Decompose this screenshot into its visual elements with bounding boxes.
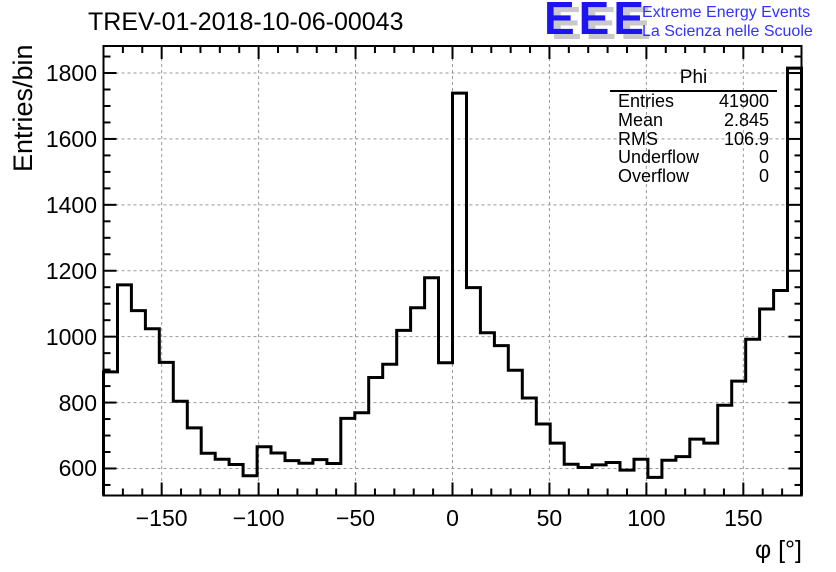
stats-label: Entries [618, 91, 675, 111]
stats-label: Overflow [618, 166, 690, 187]
stats-value: 41900 [718, 91, 769, 111]
stats-label: Underflow [618, 147, 700, 168]
stats-row-entries: Entries 41900 [610, 92, 777, 111]
eee-logo-acronym: EEE [544, 0, 649, 44]
y-axis-label: Entries/bin [8, 44, 38, 172]
stats-value: 0 [758, 147, 769, 168]
stats-row-overflow: Overflow 0 [610, 167, 777, 186]
stats-label: Mean [618, 109, 664, 130]
histogram-line [102, 66, 803, 496]
stats-box: Phi Entries 41900 Mean 2.845 RMS 106.9 U… [610, 68, 777, 186]
stats-header: Phi [610, 68, 777, 92]
eee-logo: EEE [544, 0, 648, 42]
stats-row-underflow: Underflow 0 [610, 148, 777, 167]
eee-logo-line1: Extreme Energy Events [642, 4, 811, 21]
eee-logo-text: Extreme Energy Events La Scienza nelle S… [642, 3, 813, 41]
stats-label: RMS [618, 128, 658, 149]
plot-title: TREV-01-2018-10-06-00043 [88, 8, 404, 36]
stats-row-mean: Mean 2.845 [610, 109, 777, 130]
stats-row-rms: RMS 106.9 [610, 128, 777, 149]
stats-value: 106.9 [723, 128, 769, 149]
stats-value: 0 [758, 166, 769, 187]
x-axis-label: φ [°] [754, 536, 802, 564]
eee-logo-line2: La Scienza nelle Scuole [642, 23, 813, 40]
stats-value: 2.845 [723, 109, 769, 130]
